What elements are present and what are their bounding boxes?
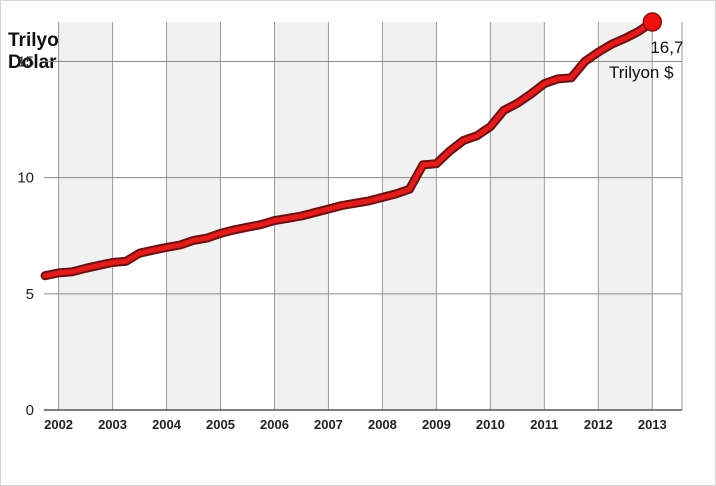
y-tick-label: 0 [26,402,34,419]
x-tick-label: 2006 [260,417,289,432]
x-tick-label: 2005 [206,417,235,432]
series-line-outline [40,17,657,281]
x-tick-label: 2009 [422,417,451,432]
x-tick-label: 2008 [368,417,397,432]
year-band [490,22,545,410]
y-tick-label: 10 [17,170,34,187]
series-line [42,19,655,279]
end-value-label: 16,7 [650,38,683,57]
x-tick-label: 2003 [98,417,127,432]
y-tick-label: 5 [26,286,34,303]
y-axis-label: Trilyon Dolar [8,30,70,74]
year-band [166,22,221,410]
x-tick-label: 2010 [476,417,505,432]
x-tick-label: 2002 [44,417,73,432]
y-tick-label: 15 [17,53,34,70]
x-tick-label: 2011 [530,417,558,432]
year-band [598,22,653,410]
end-unit-label: Trilyon $ [609,63,674,82]
x-tick-label: 2007 [314,417,343,432]
x-tick-label: 2013 [638,417,667,432]
x-tick-label: 2004 [152,417,182,432]
year-band [58,22,113,410]
y-axis-label-line2: Dolar [8,52,57,73]
end-point-marker [642,12,663,32]
y-axis-label-line1: Trilyon [8,30,71,51]
x-tick-label: 2012 [584,417,613,432]
year-band [382,22,437,410]
